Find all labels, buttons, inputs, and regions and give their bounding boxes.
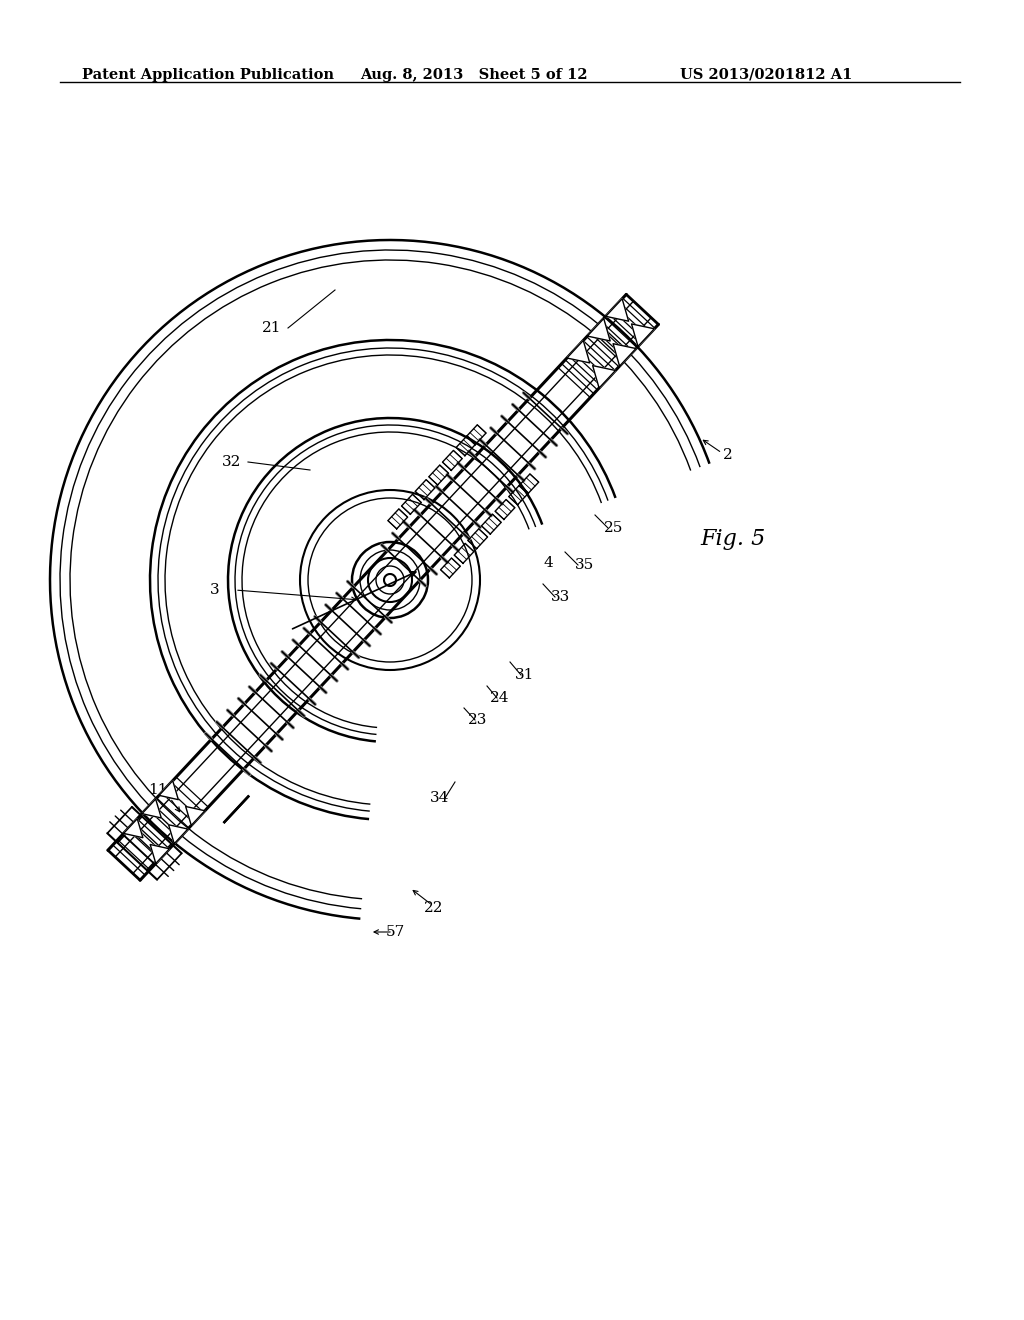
Text: 57: 57 (385, 925, 404, 939)
Text: 22: 22 (424, 902, 443, 915)
Text: US 2013/0201812 A1: US 2013/0201812 A1 (680, 69, 852, 82)
Text: Patent Application Publication: Patent Application Publication (82, 69, 334, 82)
Text: 2: 2 (723, 447, 733, 462)
Polygon shape (124, 818, 143, 838)
Polygon shape (613, 343, 636, 366)
Polygon shape (567, 341, 590, 363)
Polygon shape (159, 780, 178, 800)
Polygon shape (169, 825, 187, 843)
Text: 33: 33 (550, 590, 569, 605)
Text: 35: 35 (575, 558, 595, 572)
Text: Aug. 8, 2013   Sheet 5 of 12: Aug. 8, 2013 Sheet 5 of 12 (360, 69, 588, 82)
Text: 24: 24 (490, 690, 510, 705)
Text: 31: 31 (515, 668, 535, 682)
Polygon shape (632, 323, 654, 346)
Text: Fig. 5: Fig. 5 (700, 528, 765, 550)
Polygon shape (151, 845, 169, 863)
Text: 25: 25 (604, 521, 624, 535)
Text: 21: 21 (262, 321, 282, 335)
Text: 34: 34 (430, 791, 450, 805)
Polygon shape (142, 799, 162, 818)
Polygon shape (606, 298, 629, 321)
Polygon shape (588, 318, 610, 341)
Text: 3: 3 (210, 583, 220, 597)
Polygon shape (593, 366, 615, 388)
Text: 4: 4 (543, 556, 553, 570)
Text: 11: 11 (148, 783, 168, 797)
Text: 32: 32 (222, 455, 242, 469)
Text: 23: 23 (468, 713, 487, 727)
Polygon shape (185, 807, 205, 825)
